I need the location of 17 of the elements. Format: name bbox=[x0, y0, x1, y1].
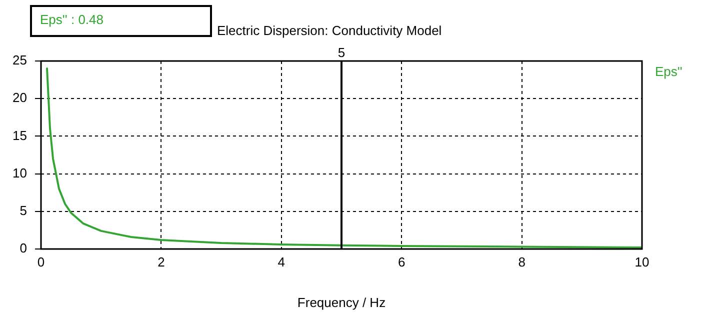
y-tick-label: 5 bbox=[20, 202, 27, 218]
y-tick-label: 25 bbox=[12, 52, 27, 68]
text: Eps'' : 0.48 bbox=[40, 12, 104, 27]
x-axis-title: Frequency / Hz bbox=[297, 295, 386, 310]
text: Eps'' bbox=[655, 64, 682, 79]
y-tick-label: 0 bbox=[20, 240, 27, 256]
x-tick-label: 10 bbox=[634, 254, 650, 270]
ref-line-label: 5 bbox=[338, 45, 346, 60]
x-tick-label: 8 bbox=[518, 254, 526, 270]
x-tick-label: 6 bbox=[398, 254, 406, 270]
x-tick-label: 2 bbox=[158, 254, 165, 270]
y-tick-label: 15 bbox=[12, 128, 27, 143]
chart-title: Electric Dispersion: Conductivity Model bbox=[217, 23, 442, 38]
y-tick-label: 20 bbox=[12, 90, 27, 106]
x-tick-label: 4 bbox=[278, 254, 286, 270]
x-tick-label: 0 bbox=[37, 254, 45, 270]
y-tick-label: 10 bbox=[12, 165, 27, 180]
